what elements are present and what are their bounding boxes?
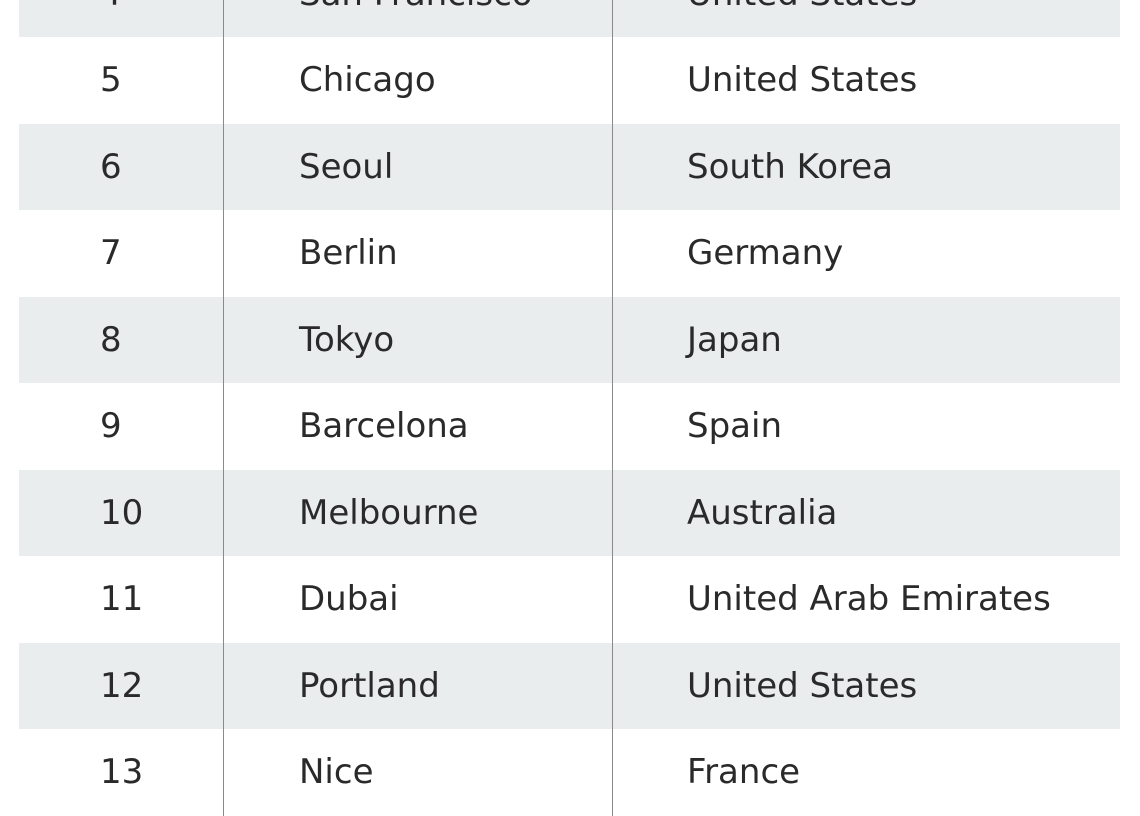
table-row: 10 Melbourne Australia [19, 469, 1120, 556]
rank-cell: 9 [19, 383, 224, 470]
table-row: 4San FranciscoUnited States [19, 0, 1120, 37]
country-cell: United Arab Emirates [687, 579, 1051, 620]
table-row: 9 Barcelona Spain [19, 383, 1120, 470]
city-cell: Portland [224, 642, 613, 729]
city-cell: Tokyo [224, 296, 613, 383]
country-cell: Japan [687, 319, 782, 360]
country-cell: United States [687, 665, 918, 706]
rank-cell: 4 [19, 0, 224, 37]
rank-cell: 12 [19, 642, 224, 729]
table-row: 12 Portland United States [19, 642, 1120, 729]
country-cell: Germany [687, 233, 844, 274]
city-cell: Dubai [224, 556, 613, 643]
rank-cell: 13 [19, 729, 224, 816]
table-row: 11 Dubai United Arab Emirates [19, 556, 1120, 643]
country-cell: United States [687, 60, 918, 101]
country-cell: South Korea [687, 146, 894, 187]
rank-cell: 7 [19, 210, 224, 297]
table-row: 7 Berlin Germany [19, 210, 1120, 297]
city-cell: Seoul [224, 123, 613, 210]
country-cell: Australia [687, 492, 838, 533]
city-cell: Nice [224, 729, 613, 816]
table-row: 6 Seoul South Korea [19, 123, 1120, 210]
rank-cell: 10 [19, 469, 224, 556]
rank-cell: 6 [19, 123, 224, 210]
rank-cell: 5 [19, 37, 224, 124]
rank-cell: 8 [19, 296, 224, 383]
country-cell: Spain [687, 406, 782, 447]
city-cell: Barcelona [224, 383, 613, 470]
table-row: 13 Nice France [19, 729, 1120, 816]
city-cell: Berlin [224, 210, 613, 297]
table-row: 5 Chicago United States [19, 37, 1120, 124]
city-cell: Melbourne [224, 469, 613, 556]
rank-cell: 11 [19, 556, 224, 643]
city-cell: San Francisco [224, 0, 613, 37]
city-cell: Chicago [224, 37, 613, 124]
table-row: 8 Tokyo Japan [19, 296, 1120, 383]
country-cell: France [687, 752, 801, 793]
country-cell: United States [613, 0, 1120, 37]
cities-table: 4San FranciscoUnited States5ChicagoUnite… [19, 0, 1120, 816]
